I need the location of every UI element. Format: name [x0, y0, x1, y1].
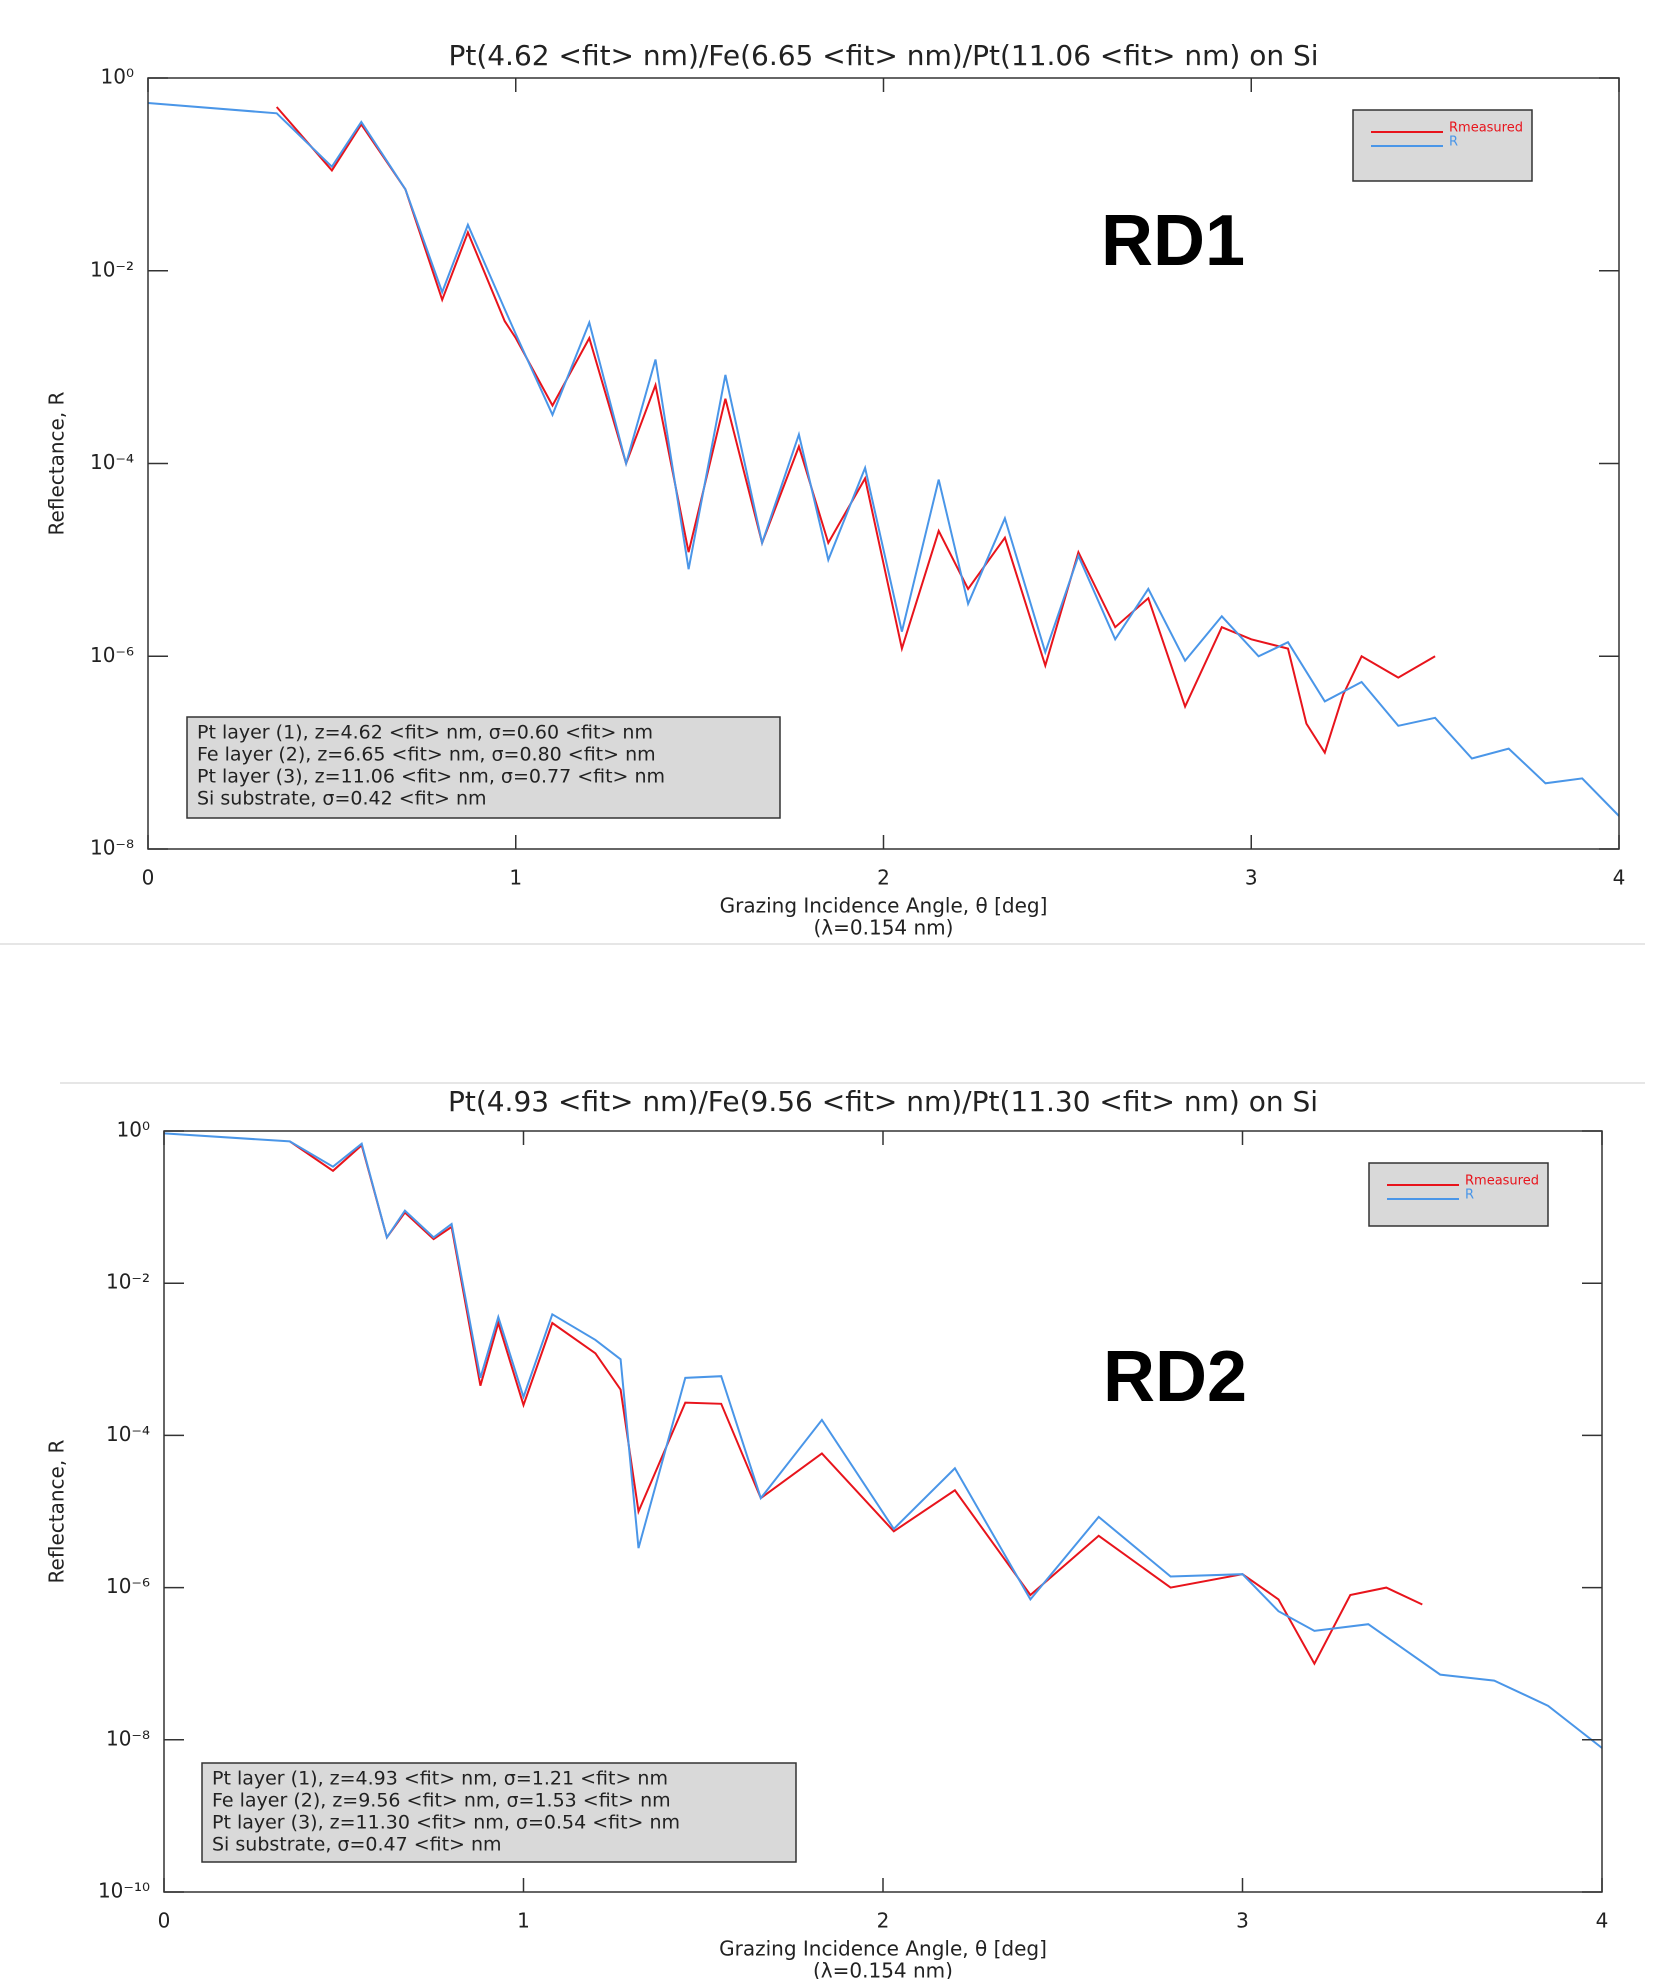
x-tick-label: 3 [1236, 1909, 1249, 1933]
x-axis-label: Grazing Incidence Angle, θ [deg] [720, 894, 1048, 918]
x-tick-label: 4 [1613, 866, 1626, 890]
x-axis-note: (λ=0.154 nm) [813, 1959, 953, 1979]
x-axis-label: Grazing Incidence Angle, θ [deg] [719, 1937, 1047, 1961]
x-tick-label: 2 [877, 1909, 890, 1933]
x-tick-label: 4 [1596, 1909, 1609, 1933]
info-line: Si substrate, σ=0.42 <fit> nm [197, 788, 487, 810]
info-line: Pt layer (1), z=4.93 <fit> nm, σ=1.21 <f… [212, 1768, 668, 1790]
y-tick-label: 10⁻⁸ [106, 1726, 150, 1750]
chart-label: RD1 [1101, 201, 1245, 281]
y-tick-label: 10⁻¹⁰ [98, 1879, 150, 1903]
legend-label: R [1449, 135, 1458, 150]
info-line: Pt layer (3), z=11.06 <fit> nm, σ=0.77 <… [197, 766, 665, 788]
y-tick-label: 10⁻² [90, 257, 134, 281]
y-tick-label: 10⁻⁴ [90, 450, 134, 474]
x-tick-label: 3 [1245, 866, 1258, 890]
y-tick-label: 10⁰ [101, 65, 134, 89]
y-tick-label: 10⁻⁴ [106, 1422, 150, 1446]
info-line: Si substrate, σ=0.47 <fit> nm [212, 1834, 502, 1856]
x-tick-label: 0 [158, 1909, 171, 1933]
legend-label: Rmeasured [1449, 121, 1523, 136]
y-tick-label: 10⁻² [106, 1270, 150, 1294]
x-tick-label: 0 [142, 866, 155, 890]
chart-label: RD2 [1103, 1337, 1247, 1417]
info-line: Fe layer (2), z=9.56 <fit> nm, σ=1.53 <f… [212, 1790, 671, 1812]
data-line [275, 106, 1436, 755]
data-line [163, 1132, 1603, 1749]
y-tick-label: 10⁻⁶ [106, 1574, 150, 1598]
legend-label: R [1465, 1188, 1474, 1203]
chart-title: Pt(4.93 <fit> nm)/Fe(9.56 <fit> nm)/Pt(1… [448, 1085, 1318, 1118]
data-line [147, 102, 1620, 817]
info-line: Pt layer (3), z=11.30 <fit> nm, σ=0.54 <… [212, 1812, 680, 1834]
y-tick-label: 10⁻⁶ [90, 643, 134, 667]
x-axis-note: (λ=0.154 nm) [814, 916, 954, 940]
info-box [201, 1762, 797, 1863]
x-tick-label: 2 [877, 866, 890, 890]
info-box [186, 716, 781, 819]
y-axis-label: Reflectance, R [45, 1439, 69, 1583]
chart-title: Pt(4.62 <fit> nm)/Fe(6.65 <fit> nm)/Pt(1… [448, 39, 1318, 72]
y-tick-label: 10⁰ [117, 1118, 150, 1142]
y-tick-label: 10⁻⁸ [90, 836, 134, 860]
y-axis-label: Reflectance, R [45, 391, 69, 535]
info-line: Pt layer (1), z=4.62 <fit> nm, σ=0.60 <f… [197, 722, 653, 744]
data-line [289, 1140, 1423, 1666]
x-tick-label: 1 [517, 1909, 530, 1933]
info-line: Fe layer (2), z=6.65 <fit> nm, σ=0.80 <f… [197, 744, 656, 766]
legend-label: Rmeasured [1465, 1174, 1539, 1189]
x-tick-label: 1 [509, 866, 522, 890]
legend-box [1368, 1162, 1549, 1227]
